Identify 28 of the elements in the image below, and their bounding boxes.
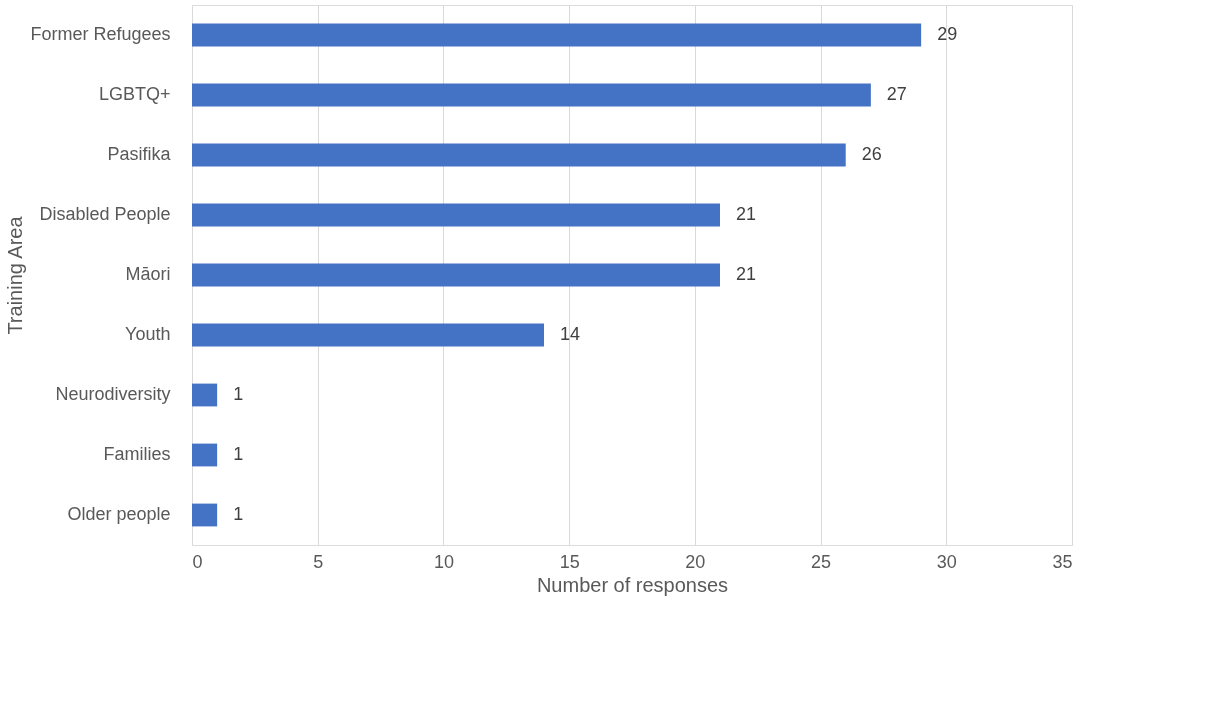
y-tick-label: Former Refugees (30, 24, 171, 44)
x-axis-title: Number of responses (536, 573, 729, 596)
y-tick-label: Disabled People (39, 204, 171, 224)
y-tick-label: Older people (67, 504, 171, 524)
data-label: 26 (861, 144, 882, 164)
y-tick-label: Pasifika (107, 144, 172, 164)
x-tick-label: 20 (685, 551, 706, 572)
y-tick-label: Youth (125, 324, 171, 344)
y-tick-label: Families (103, 444, 171, 464)
y-tick-label: Māori (125, 264, 171, 284)
data-label: 1 (233, 504, 244, 524)
y-axis-title: Training Area (4, 215, 27, 335)
x-tick-label: 25 (811, 551, 832, 572)
x-tick-label: 10 (433, 551, 454, 572)
x-tick-label: 30 (936, 551, 957, 572)
x-tick-label: 5 (313, 551, 324, 572)
x-tick-label: 35 (1052, 551, 1073, 572)
y-tick-label: LGBTQ+ (98, 84, 171, 104)
data-label: 21 (736, 264, 757, 284)
x-tick-label: 15 (559, 551, 580, 572)
data-label: 21 (736, 204, 757, 224)
data-label: 14 (560, 324, 581, 344)
data-label: 1 (233, 444, 244, 464)
data-label: 29 (937, 24, 958, 44)
x-tick-label: 0 (192, 551, 203, 572)
y-tick-label: Neurodiversity (55, 384, 171, 404)
data-label: 27 (886, 84, 907, 104)
data-label: 1 (233, 384, 244, 404)
